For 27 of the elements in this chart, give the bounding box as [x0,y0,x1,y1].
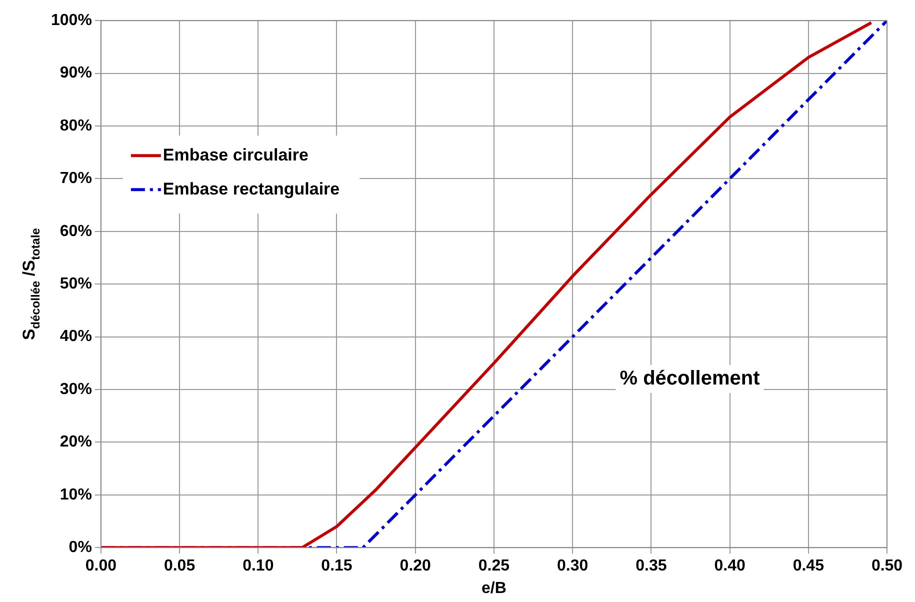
x-tick-label: 0.50 [871,558,903,575]
y-tick-label: 70% [60,170,92,188]
x-tick-label: 0.40 [714,558,746,575]
legend-label: Embase rectangulaire [162,179,340,198]
y-tick-label: 50% [60,276,92,293]
y-tick-label: 40% [60,328,92,346]
legend-label: Embase circulaire [162,145,308,164]
x-tick-label: 0.15 [321,558,352,575]
y-tick-label: 90% [60,64,92,82]
y-tick-label: 80% [60,117,92,134]
x-tick-label: 0.25 [478,558,510,575]
annotation: % décollement [620,367,760,390]
x-tick-label: 0.45 [792,558,824,575]
x-axis-title: e/B [482,580,506,597]
y-tick-label: 30% [60,380,92,398]
y-tick-label: 0% [68,539,92,556]
x-tick-label: 0.35 [636,558,667,575]
x-tick-label: 0.10 [242,558,274,575]
x-tick-label: 0.05 [164,558,196,575]
y-tick-label: 60% [60,222,92,240]
y-tick-label: 10% [60,486,92,504]
x-tick-label: 0.00 [85,558,117,575]
x-tick-label: 0.20 [400,558,432,575]
y-tick-label: 20% [60,434,92,451]
y-tick-label: 100% [51,12,92,30]
x-tick-label: 0.30 [557,558,588,575]
y-axis-title: Sdécollée /Stotale [20,228,42,340]
